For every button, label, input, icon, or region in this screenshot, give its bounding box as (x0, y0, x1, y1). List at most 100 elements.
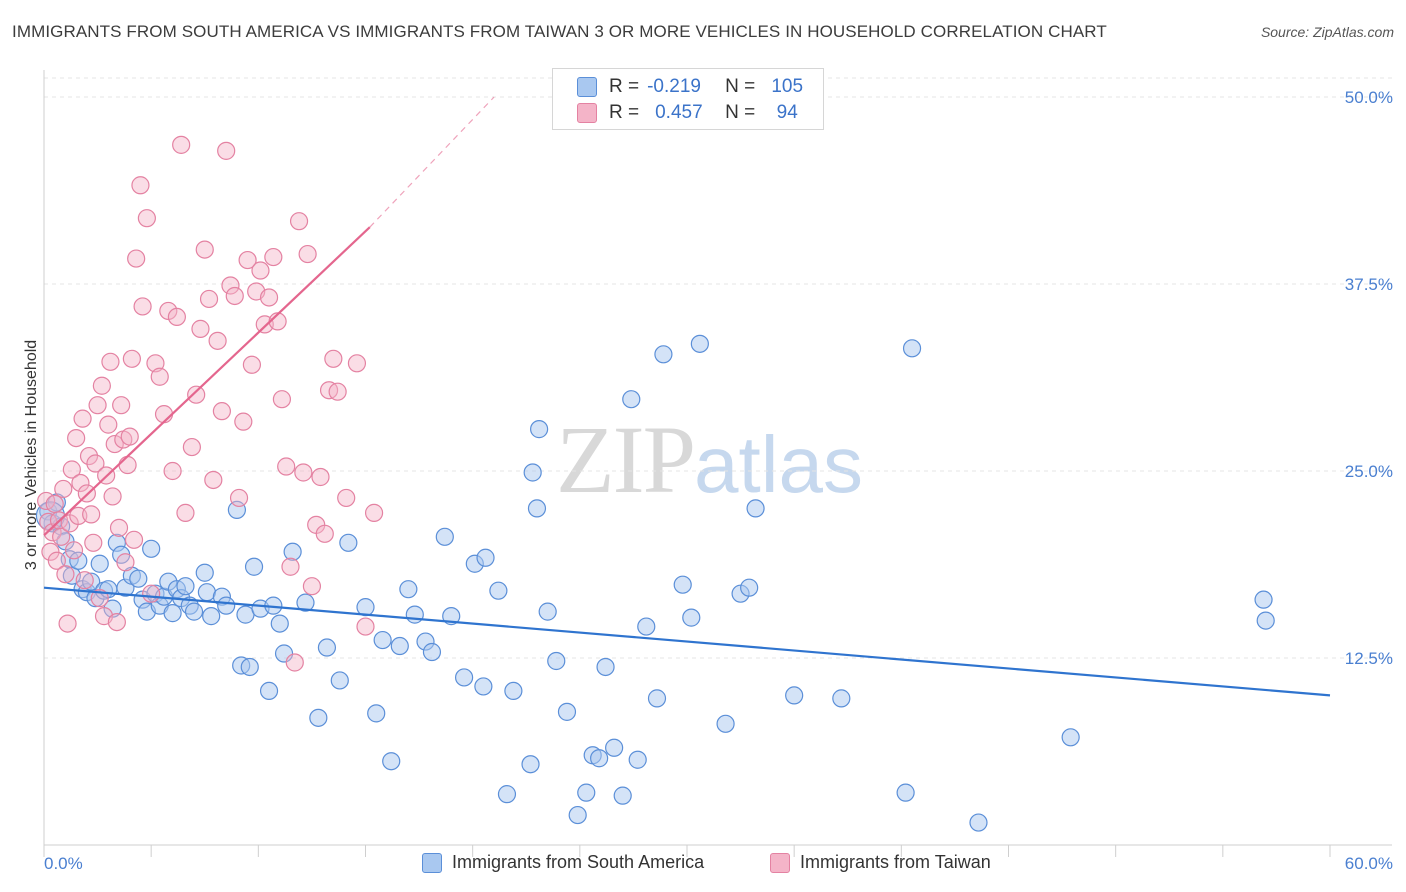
data-point-taiwan (191, 319, 210, 338)
data-point-south-america (184, 602, 204, 621)
data-point-south-america (283, 542, 302, 561)
data-point-taiwan (86, 454, 105, 473)
y-axis-label: 3 or more Vehicles in Household (23, 340, 40, 570)
data-point-south-america (740, 578, 759, 597)
data-point-south-america (330, 671, 349, 690)
data-point-taiwan (99, 415, 118, 434)
data-point-taiwan (187, 385, 206, 404)
data-point-taiwan (217, 141, 236, 160)
data-point-taiwan (79, 446, 99, 466)
data-point-taiwan (52, 527, 71, 546)
data-point-south-america (476, 548, 495, 567)
data-point-taiwan (176, 503, 195, 522)
source-credit: Source: ZipAtlas.com (1260, 24, 1394, 40)
data-point-south-america (605, 738, 624, 757)
stat-r-value: 0.457 (655, 102, 703, 123)
data-point-taiwan (163, 461, 182, 481)
data-point-taiwan (109, 518, 129, 537)
data-point-south-america (628, 750, 647, 769)
data-point-south-america (568, 805, 587, 825)
data-point-taiwan (229, 488, 249, 508)
data-point-south-america (521, 755, 540, 774)
data-point-taiwan (56, 565, 75, 584)
data-point-south-america (69, 551, 88, 570)
stat-n-value: 105 (771, 76, 804, 97)
watermark-atlas: atlas (694, 420, 863, 509)
data-point-taiwan (315, 524, 334, 543)
data-point-taiwan (90, 589, 109, 608)
data-point-taiwan (146, 354, 165, 373)
data-point-south-america (195, 563, 214, 582)
data-point-taiwan (142, 584, 161, 603)
legend-label-south-america: Immigrants from South America (452, 852, 705, 872)
data-point-south-america (647, 689, 667, 708)
data-point-south-america (969, 813, 988, 832)
data-point-taiwan (167, 307, 186, 327)
y-tick-label: 50.0% (1345, 88, 1393, 107)
data-point-taiwan (337, 488, 356, 508)
correlation-stats-box: R = -0.219 N = 105 R = 0.457 N = 94 (552, 68, 824, 130)
data-point-south-america (367, 704, 386, 723)
data-point-south-america (240, 657, 259, 677)
data-point-taiwan (277, 457, 296, 476)
data-point-south-america (399, 580, 418, 599)
x-tick-label: 0.0% (44, 854, 83, 873)
data-point-south-america (435, 527, 454, 546)
data-point-taiwan (221, 276, 240, 295)
data-point-taiwan (225, 286, 244, 306)
data-point-south-america (390, 636, 409, 656)
data-point-taiwan (150, 367, 169, 386)
data-point-taiwan (45, 494, 64, 514)
data-point-taiwan (298, 244, 317, 264)
y-tick-label: 12.5% (1345, 649, 1393, 668)
data-point-south-america (454, 668, 474, 687)
data-point-south-america (217, 596, 236, 615)
data-point-taiwan (67, 428, 86, 448)
data-point-taiwan (137, 209, 156, 228)
data-point-taiwan (75, 571, 94, 590)
data-point-taiwan (105, 434, 124, 454)
data-point-south-america (622, 390, 641, 409)
data-point-south-america (1061, 728, 1080, 747)
stat-row-taiwan: R = 0.457 N = 94 (577, 100, 809, 126)
data-point-taiwan (204, 470, 223, 490)
data-point-taiwan (118, 455, 137, 475)
tick-labels: 12.5% 25.0% 37.5% 50.0% 0.0% 60.0% (44, 88, 1393, 873)
data-point-south-america (577, 783, 596, 802)
data-point-south-america (654, 345, 673, 364)
data-point-south-america (142, 539, 161, 558)
data-point-south-america (474, 677, 493, 696)
legend-item-south-america[interactable]: Immigrants from South America (422, 852, 704, 873)
data-point-taiwan (242, 355, 262, 374)
data-point-south-america (129, 569, 148, 588)
data-point-taiwan (127, 249, 146, 268)
data-point-south-america (896, 783, 915, 802)
data-point-taiwan (58, 614, 77, 633)
data-point-taiwan (124, 530, 144, 549)
data-point-south-america (637, 617, 656, 636)
data-point-south-america (405, 605, 424, 624)
data-point-taiwan (82, 505, 101, 524)
data-point-taiwan (294, 463, 313, 482)
stat-r-label: R = (609, 76, 640, 97)
data-point-south-america (176, 577, 195, 596)
data-point-taiwan (182, 437, 201, 457)
data-point-south-america (259, 681, 279, 701)
data-point-taiwan (103, 487, 122, 506)
data-point-south-america (317, 638, 337, 657)
data-point-taiwan (54, 479, 73, 499)
data-point-taiwan (251, 261, 270, 280)
legend-swatch-south-america (422, 852, 442, 873)
stat-r-value: -0.219 (647, 76, 701, 97)
data-point-south-america (690, 334, 709, 353)
trend-line-taiwan (43, 226, 371, 537)
data-point-south-america (557, 702, 577, 721)
legend-item-taiwan[interactable]: Immigrants from Taiwan (770, 852, 991, 873)
data-point-south-america (489, 581, 508, 600)
data-point-south-america (832, 689, 851, 708)
data-point-south-america (538, 602, 557, 621)
stat-row-south-america: R = -0.219 N = 105 (577, 74, 809, 100)
data-point-south-america (504, 681, 523, 701)
data-point-south-america (785, 686, 804, 705)
